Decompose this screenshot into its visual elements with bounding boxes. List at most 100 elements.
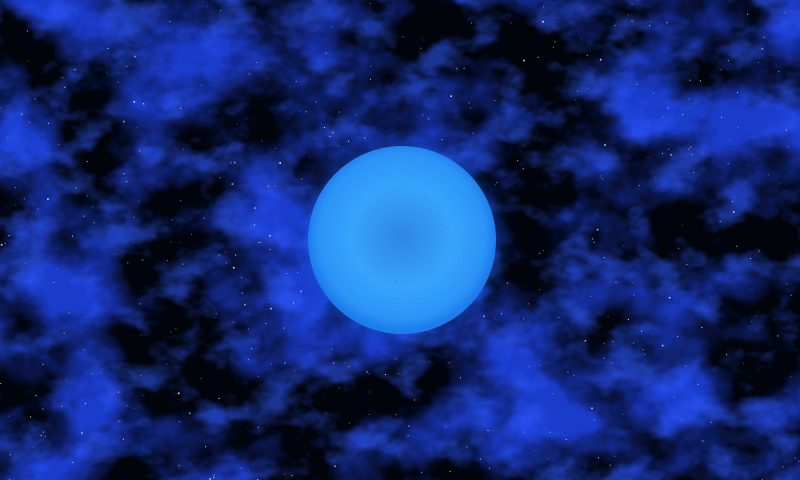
background-star [596, 228, 599, 231]
background-star [203, 217, 205, 219]
background-star [63, 332, 65, 334]
background-star [179, 241, 181, 243]
background-star [218, 254, 220, 256]
background-star [126, 65, 128, 67]
background-star [293, 302, 295, 304]
background-star [681, 224, 683, 226]
background-star [366, 371, 368, 373]
background-star [542, 20, 544, 23]
background-star [501, 313, 503, 315]
background-star [182, 263, 184, 265]
background-star [786, 283, 788, 285]
background-star [305, 111, 307, 113]
background-star [522, 168, 524, 170]
background-star [777, 335, 779, 337]
background-star [133, 101, 136, 103]
background-star [4, 243, 6, 244]
background-star [631, 20, 633, 22]
background-star [622, 413, 624, 415]
background-star [118, 391, 119, 393]
background-star [584, 340, 587, 342]
background-star [627, 318, 629, 320]
background-star [644, 354, 646, 356]
background-star [43, 431, 44, 433]
background-star [510, 22, 512, 24]
background-star [794, 457, 796, 459]
background-star [408, 425, 410, 427]
background-star [599, 58, 602, 61]
background-star [261, 140, 263, 142]
background-star [737, 92, 738, 94]
background-star [83, 215, 85, 217]
background-star [91, 373, 93, 375]
background-star [81, 432, 83, 434]
background-star [506, 282, 508, 284]
background-star [283, 327, 285, 329]
background-star [494, 318, 496, 320]
background-star [270, 363, 272, 365]
background-star [65, 380, 67, 382]
background-star [143, 103, 144, 105]
background-star [638, 185, 640, 187]
background-star [337, 145, 339, 147]
background-star [348, 366, 350, 368]
background-star [260, 241, 262, 243]
background-star [232, 321, 234, 323]
background-star [450, 95, 452, 97]
background-star [139, 150, 141, 152]
background-star [542, 6, 544, 8]
background-star [689, 79, 691, 81]
background-star [736, 245, 738, 247]
background-star [232, 266, 235, 269]
background-star [213, 317, 215, 318]
background-star [25, 263, 26, 265]
background-star [611, 362, 613, 364]
blue-star [302, 140, 502, 340]
background-star [558, 317, 560, 319]
background-star [667, 107, 669, 109]
background-star [609, 464, 611, 466]
background-star [642, 349, 644, 351]
background-star [494, 184, 496, 186]
background-star [269, 297, 271, 299]
background-star [73, 377, 75, 379]
background-star [428, 361, 430, 363]
background-star [42, 363, 44, 365]
background-star [231, 183, 234, 185]
background-star [577, 90, 579, 92]
background-star [329, 135, 331, 137]
background-star [178, 465, 180, 467]
background-star [553, 46, 554, 48]
background-star [727, 60, 729, 62]
background-star [428, 118, 430, 120]
background-star [299, 110, 301, 112]
background-star [8, 415, 10, 417]
background-star [295, 80, 297, 82]
background-star [747, 164, 749, 166]
background-star [338, 111, 340, 113]
background-star [398, 372, 400, 374]
background-star [241, 277, 243, 279]
background-star [790, 376, 792, 378]
background-star [368, 414, 370, 415]
background-star [180, 200, 182, 202]
background-star [420, 47, 422, 49]
background-star [647, 126, 649, 128]
background-star [636, 84, 638, 86]
background-star [599, 175, 601, 177]
background-star [522, 145, 524, 147]
background-star [15, 204, 17, 206]
background-star [468, 102, 470, 104]
background-star [732, 201, 733, 202]
background-star [301, 178, 303, 180]
background-star [100, 372, 102, 374]
background-star [27, 60, 29, 62]
background-star [402, 36, 404, 38]
background-star [254, 207, 256, 209]
background-star [140, 374, 142, 376]
background-star [248, 73, 250, 75]
background-star [699, 80, 701, 82]
background-star [612, 341, 614, 343]
background-star [422, 114, 424, 116]
